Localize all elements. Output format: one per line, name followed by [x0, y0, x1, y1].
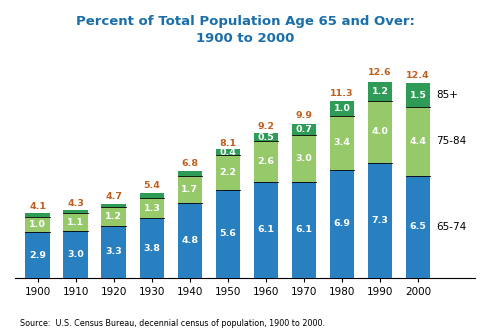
Text: 1.2: 1.2	[371, 86, 389, 96]
Text: 3.4: 3.4	[334, 138, 350, 148]
Text: 85+: 85+	[436, 90, 458, 100]
Text: 1.7: 1.7	[181, 185, 198, 194]
Bar	[368, 163, 392, 278]
Bar	[216, 155, 240, 190]
Bar	[368, 101, 392, 163]
Title: Percent of Total Population Age 65 and Over:
1900 to 2000: Percent of Total Population Age 65 and O…	[75, 15, 415, 45]
Text: 1.1: 1.1	[67, 217, 84, 227]
Text: 6.5: 6.5	[410, 222, 426, 231]
Text: 2.6: 2.6	[257, 157, 274, 166]
Bar	[140, 218, 164, 278]
Text: 4.4: 4.4	[410, 137, 426, 146]
Text: 4.3: 4.3	[68, 199, 84, 208]
Bar	[177, 171, 202, 176]
Text: 3.3: 3.3	[105, 248, 122, 256]
Text: 5.4: 5.4	[144, 181, 160, 190]
Text: 11.3: 11.3	[330, 89, 354, 98]
Text: 6.1: 6.1	[257, 225, 274, 235]
Text: 0.7: 0.7	[295, 125, 312, 134]
Bar	[140, 198, 164, 218]
Text: 2.9: 2.9	[29, 250, 47, 260]
Text: 5.6: 5.6	[220, 229, 236, 238]
Bar	[406, 83, 430, 107]
Text: 8.1: 8.1	[220, 139, 237, 148]
Bar	[368, 82, 392, 101]
Text: 75-84: 75-84	[436, 136, 466, 146]
Text: 1.0: 1.0	[334, 104, 350, 113]
Text: 9.9: 9.9	[295, 111, 313, 120]
Text: 4.8: 4.8	[181, 236, 198, 245]
Text: 6.1: 6.1	[295, 225, 313, 235]
Bar	[101, 226, 126, 278]
Bar	[292, 182, 316, 278]
Bar	[330, 101, 354, 116]
Text: 6.8: 6.8	[181, 159, 198, 168]
Text: 1.5: 1.5	[410, 90, 426, 100]
Bar	[64, 231, 88, 278]
Text: 12.6: 12.6	[368, 68, 392, 77]
Bar	[101, 204, 126, 207]
Text: 3.0: 3.0	[68, 250, 84, 259]
Text: 4.0: 4.0	[371, 127, 389, 136]
Text: 1.0: 1.0	[29, 220, 46, 229]
Text: 12.4: 12.4	[406, 72, 430, 81]
Text: 3.0: 3.0	[295, 154, 312, 163]
Bar	[64, 214, 88, 231]
Bar	[330, 170, 354, 278]
Text: 3.8: 3.8	[144, 244, 160, 252]
Bar	[25, 232, 50, 278]
Bar	[406, 176, 430, 278]
Bar	[406, 107, 430, 176]
Bar	[330, 116, 354, 170]
Bar	[140, 193, 164, 198]
Bar	[253, 182, 278, 278]
Text: 4.7: 4.7	[105, 192, 122, 201]
Bar	[216, 149, 240, 155]
Bar	[101, 207, 126, 226]
Text: 6.9: 6.9	[333, 219, 350, 228]
Bar	[292, 135, 316, 182]
Text: 1.2: 1.2	[105, 212, 122, 221]
Text: 9.2: 9.2	[257, 122, 274, 131]
Text: 0.5: 0.5	[258, 133, 274, 142]
Bar	[64, 210, 88, 214]
Text: 7.3: 7.3	[371, 216, 389, 225]
Text: 2.2: 2.2	[220, 168, 236, 177]
Bar	[177, 176, 202, 203]
Bar	[253, 133, 278, 141]
Text: 0.4: 0.4	[220, 148, 236, 157]
Bar	[292, 124, 316, 135]
Text: 4.1: 4.1	[29, 202, 47, 211]
Bar	[25, 216, 50, 232]
Text: 1.3: 1.3	[144, 204, 160, 213]
Text: 65-74: 65-74	[436, 222, 466, 232]
Bar	[253, 141, 278, 182]
Bar	[216, 190, 240, 278]
Text: Source:  U.S. Census Bureau, decennial census of population, 1900 to 2000.: Source: U.S. Census Bureau, decennial ce…	[20, 319, 324, 328]
Bar	[25, 214, 50, 216]
Bar	[177, 203, 202, 278]
